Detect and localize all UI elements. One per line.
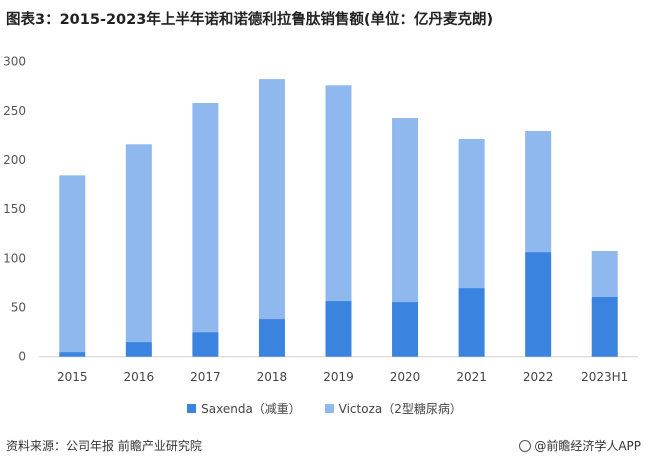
bar-victoza-2023H1: [591, 250, 618, 298]
bar-saxenda-2015: [59, 352, 86, 357]
bar-victoza-2021: [458, 138, 485, 289]
brand-credit: @前瞻经济学人APP: [519, 437, 641, 454]
bar-chart: 0 50 100 150 200 250 300 2015 2016 2017 2018 2019 20…: [3, 55, 638, 384]
bar-victoza-2020: [392, 118, 419, 303]
bar-victoza-2022: [525, 131, 552, 253]
bar-saxenda-2022: [525, 252, 552, 357]
y-tick-label: 200: [3, 153, 26, 167]
y-tick-label: 100: [3, 251, 26, 265]
brand-logo-icon: [519, 439, 532, 452]
legend-label: Victoza（2型糖尿病）: [338, 402, 462, 416]
brand-text: @前瞻经济学人APP: [534, 439, 641, 453]
x-tick-label: 2021: [456, 370, 487, 384]
chart-title: 图表3：2015-2023年上半年诺和诺德利拉鲁肽销售额(单位：亿丹麦克朗): [6, 12, 494, 28]
bar-victoza-2016: [125, 144, 152, 343]
y-tick-label: 0: [18, 350, 26, 364]
x-tick-label: 2020: [390, 370, 421, 384]
bar-saxenda-2020: [392, 302, 419, 357]
x-tick-label: 2017: [190, 370, 221, 384]
bar-saxenda-2017: [192, 332, 219, 357]
x-tick-label: 2022: [523, 370, 554, 384]
legend-swatch: [324, 404, 334, 413]
bar-victoza-2019: [325, 85, 352, 302]
legend-item-victoza: Victoza（2型糖尿病）: [324, 400, 462, 417]
y-tick-label: 300: [3, 55, 26, 69]
x-tick-label: 2018: [257, 370, 288, 384]
bar-saxenda-2019: [325, 301, 352, 357]
bar-victoza-2018: [258, 79, 285, 320]
y-tick-label: 50: [11, 301, 26, 315]
x-tick-label: 2016: [124, 370, 155, 384]
bar-saxenda-2016: [125, 342, 152, 357]
bar-victoza-2017: [192, 103, 219, 333]
source-note: 资料来源：公司年报 前瞻产业研究院: [6, 439, 202, 453]
legend-item-saxenda: Saxenda（减重）: [187, 400, 301, 417]
bar-saxenda-2021: [458, 288, 485, 357]
x-tick-label: 2019: [323, 370, 354, 384]
legend-label: Saxenda（减重）: [201, 402, 301, 416]
x-tick-label: 2023H1: [581, 370, 628, 384]
y-tick-label: 150: [3, 202, 26, 216]
bar-victoza-2015: [59, 175, 86, 353]
legend-swatch: [187, 404, 197, 413]
y-tick-label: 250: [3, 104, 26, 118]
bar-saxenda-2018: [258, 319, 285, 357]
x-tick-label: 2015: [57, 370, 88, 384]
legend: Saxenda（减重） Victoza（2型糖尿病）: [0, 400, 649, 417]
bar-saxenda-2023H1: [591, 297, 618, 357]
